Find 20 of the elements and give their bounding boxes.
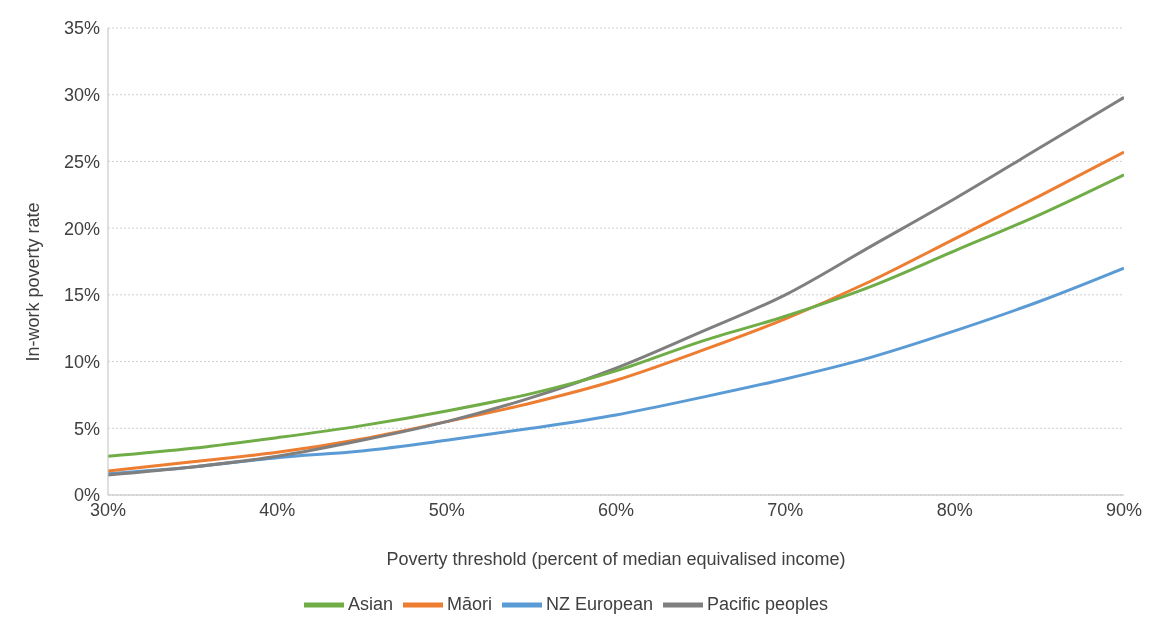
legend-label: Asian xyxy=(347,593,393,614)
y-tick-label: 20% xyxy=(63,218,100,239)
line-series xyxy=(108,95,1124,477)
x-tick-label: 80% xyxy=(936,499,973,520)
y-tick-label: 15% xyxy=(63,285,100,306)
y-tick-label: 10% xyxy=(63,351,100,372)
x-tick-label: 70% xyxy=(767,499,804,520)
x-tick-label: 40% xyxy=(259,499,296,520)
legend-label: Māori xyxy=(446,593,492,614)
x-tick-label: 60% xyxy=(597,499,635,520)
x-axis-title: Poverty threshold (percent of median equivalised income) xyxy=(386,549,846,569)
y-axis-title: In-work poverty rate xyxy=(23,202,44,362)
y-tick-label: 5% xyxy=(73,418,100,439)
x-tick-label: 50% xyxy=(428,499,465,520)
y-tick-label: 30% xyxy=(63,85,100,106)
x-tick-label: 90% xyxy=(1105,499,1143,520)
legend-label: NZ European xyxy=(545,593,654,614)
y-tick-label: 25% xyxy=(63,151,100,172)
y-tick-label: 35% xyxy=(63,18,100,39)
legend-label: Pacific peoples xyxy=(707,593,829,614)
